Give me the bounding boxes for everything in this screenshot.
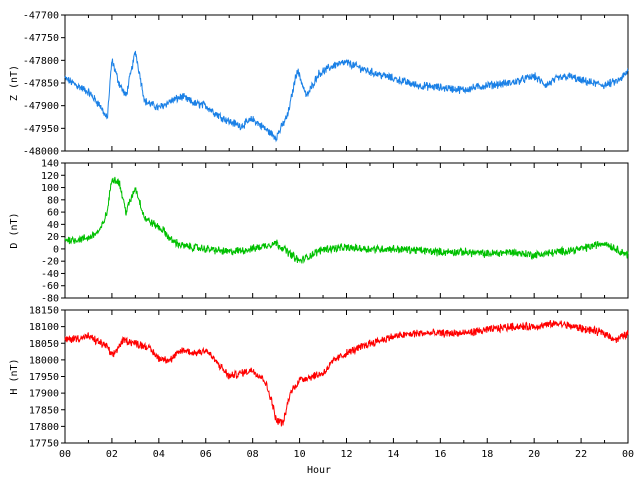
x-tick-label: 22 [575, 449, 587, 460]
x-tick-label: 00 [622, 449, 634, 460]
y-axis-label: H (nT) [9, 358, 20, 394]
y-axis-label: Z (nT) [9, 65, 20, 101]
y-tick-label: -47900 [23, 101, 59, 112]
y-tick-label: 17850 [29, 405, 59, 416]
x-tick-label: 00 [59, 449, 71, 460]
x-axis-label: Hour [307, 465, 331, 476]
x-tick-label: 08 [247, 449, 259, 460]
x-tick-label: 04 [153, 449, 165, 460]
data-series-trace [64, 319, 629, 427]
x-tick-label: 14 [387, 449, 399, 460]
y-tick-label: 17900 [29, 389, 59, 400]
x-tick-label: 06 [200, 449, 212, 460]
x-axis: 00 02 04 06 08 10 12 14 16 18 20 22 00 Hour [59, 449, 634, 476]
y-tick-label: 18150 [29, 306, 59, 317]
data-series-trace [64, 176, 629, 264]
y-tick-label: 40 [47, 220, 59, 231]
panel-2: 18150 18100 18050 18000 17950 17900 17850 17800… [9, 306, 629, 450]
panel-0: -47700 -47750 -47800 -47850 -47900 -47950 -480… [9, 11, 629, 158]
y-tick-label: 17950 [29, 372, 59, 383]
x-tick-label: 02 [106, 449, 118, 460]
panel-frame [64, 14, 629, 152]
y-tick-label: 18050 [29, 339, 59, 350]
y-tick-label: 120 [41, 171, 59, 182]
y-tick-label: -47700 [23, 11, 59, 22]
y-tick-label: -60 [41, 281, 59, 292]
y-tick-label: 17800 [29, 422, 59, 433]
y-tick-label: -48000 [23, 147, 59, 158]
y-tick-label: -40 [41, 269, 59, 280]
y-axis-label: D (nT) [9, 212, 20, 248]
y-tick-label: -47850 [23, 79, 59, 90]
x-tick-label: 16 [434, 449, 446, 460]
y-tick-label: -47750 [23, 33, 59, 44]
y-tick-label: 17750 [29, 439, 59, 450]
x-tick-label: 20 [528, 449, 540, 460]
y-tick-label: 60 [47, 208, 59, 219]
y-tick-label: 20 [47, 232, 59, 243]
y-tick-label: 140 [41, 159, 59, 170]
y-tick-label: -20 [41, 257, 59, 268]
panel-frame [64, 309, 629, 444]
y-tick-label: 18000 [29, 355, 59, 366]
x-tick-label: 12 [340, 449, 352, 460]
y-tick-label: 100 [41, 183, 59, 194]
x-tick-label: 18 [481, 449, 493, 460]
y-tick-label: -80 [41, 294, 59, 305]
y-tick-label: -47950 [23, 124, 59, 135]
panel-frame [64, 162, 629, 299]
x-tick-label: 10 [294, 449, 306, 460]
y-tick-label: 18100 [29, 322, 59, 333]
y-tick-label: 0 [53, 244, 59, 255]
y-tick-label: 80 [47, 195, 59, 206]
data-series-trace [64, 50, 629, 143]
y-tick-label: -47800 [23, 56, 59, 67]
